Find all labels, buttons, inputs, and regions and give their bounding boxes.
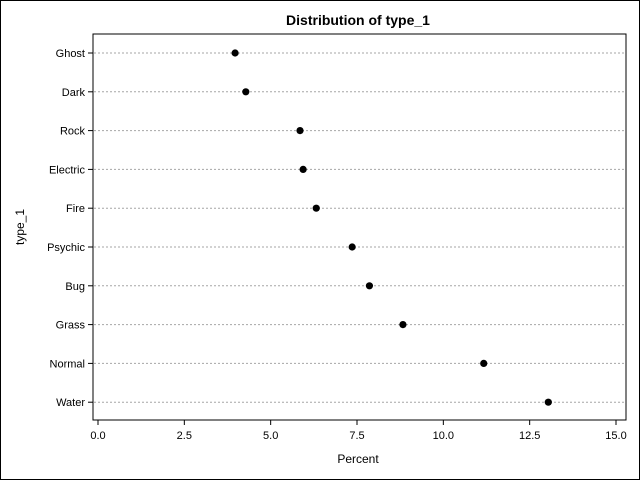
plot-area xyxy=(92,33,627,421)
x-axis: 0.0 2.5 5.0 7.5 10.0 12.5 15.0 xyxy=(90,420,627,442)
y-tick-label: Fire xyxy=(66,203,85,215)
data-point xyxy=(348,243,356,251)
data-point xyxy=(399,321,407,329)
grid-layer xyxy=(94,52,625,403)
data-point xyxy=(312,204,320,212)
data-point xyxy=(365,282,374,290)
x-tick-label: 5.0 xyxy=(263,430,278,442)
y-axis-label: type_1 xyxy=(13,209,27,245)
y-tick-label: Grass xyxy=(56,320,86,332)
x-tick-label: 2.5 xyxy=(177,430,192,442)
y-tick-label: Ghost xyxy=(56,48,85,60)
data-point xyxy=(299,165,307,173)
data-point xyxy=(242,88,250,96)
y-axis: Ghost Dark Rock Electric Fire Psychic Bug Grass… xyxy=(47,48,93,409)
data-points xyxy=(231,49,552,406)
data-point xyxy=(231,49,239,57)
y-tick-label: Psychic xyxy=(47,242,85,254)
data-point xyxy=(544,398,552,406)
x-tick-label: 0.0 xyxy=(90,430,105,442)
y-tick-label: Electric xyxy=(49,164,86,176)
data-point xyxy=(296,127,304,135)
y-tick-label: Rock xyxy=(60,126,86,138)
x-tick-label: 12.5 xyxy=(519,430,540,442)
data-point xyxy=(480,359,488,367)
y-tick-label: Water xyxy=(56,397,85,409)
y-tick-label: Bug xyxy=(65,281,85,293)
y-tick-label: Dark xyxy=(62,87,86,99)
chart-title: Distribution of type_1 xyxy=(286,12,430,28)
y-tick-label: Normal xyxy=(50,358,85,370)
x-tick-label: 10.0 xyxy=(433,430,454,442)
x-tick-label: 7.5 xyxy=(349,430,364,442)
x-axis-label: Percent xyxy=(337,452,379,466)
x-tick-label: 15.0 xyxy=(605,430,626,442)
